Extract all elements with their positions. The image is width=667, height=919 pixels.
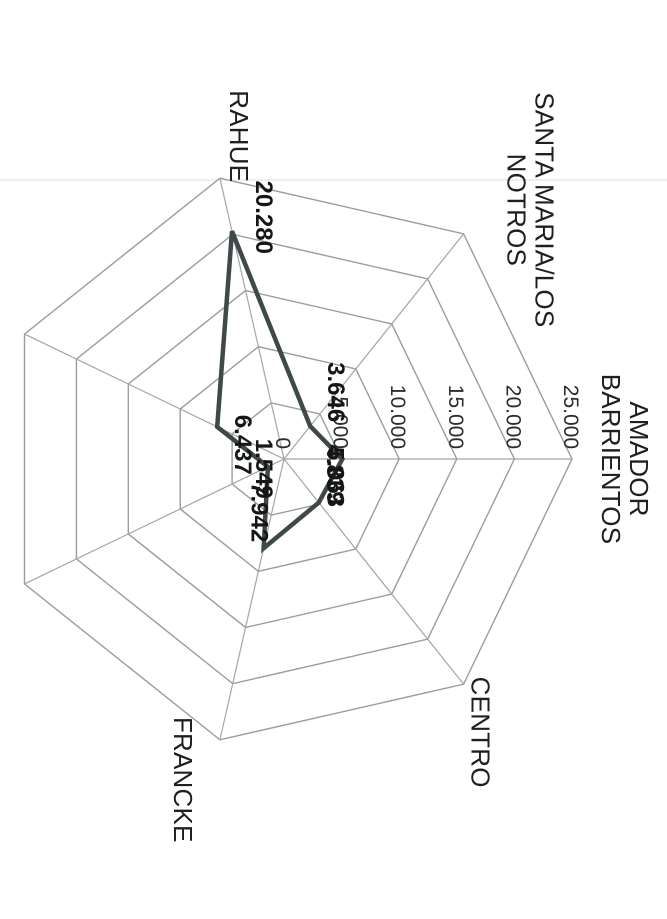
axis-spoke-3 — [24, 458, 285, 585]
category-labels: AMADORBARRIENTOS CENTRO FRANCKE KOLBE/PILAU… — [0, 90, 654, 842]
rotated-plot-group: 0 5.000 10.000 15.000 20.000 25.000 5.0634.83… — [0, 90, 654, 842]
data-label: 7.942 — [246, 482, 273, 542]
grid-ring-5 — [23, 177, 573, 741]
category-label: AMADORBARRIENTOS — [596, 374, 654, 545]
radar-grid — [23, 177, 573, 741]
radial-tick-label: 5.000 — [329, 396, 352, 449]
category-label-line: BARRIENTOS — [596, 374, 626, 545]
radial-tick-label: 0 — [271, 437, 294, 449]
axis-spoke-2 — [219, 458, 285, 740]
data-label: 5.063 — [321, 447, 348, 507]
radial-tick-label: 10.000 — [386, 385, 409, 449]
category-label-line: SANTA MARIA/LOS — [530, 92, 560, 327]
data-label: 1.549 — [250, 439, 277, 499]
axis-spoke-1 — [283, 458, 465, 685]
series-layer — [214, 230, 346, 554]
data-label: 3.646 — [322, 362, 349, 422]
data-label: 4.839 — [321, 445, 348, 505]
category-label-line: NOTROS — [502, 154, 532, 266]
radial-tick-label: 25.000 — [559, 385, 582, 449]
grid-ring-4 — [75, 233, 516, 685]
category-label: SANTA MARIA/LOSNOTROS — [502, 92, 560, 327]
radial-tick-labels: 0 5.000 10.000 15.000 20.000 25.000 — [271, 385, 582, 449]
category-label: FRANCKE — [168, 717, 198, 843]
category-label: CENTRO — [466, 677, 496, 788]
category-label: RAHUE — [224, 90, 254, 182]
data-label: 6.437 — [229, 415, 256, 475]
series-line — [214, 230, 346, 554]
axis-spoke-5 — [219, 178, 285, 460]
grid-ring-2 — [179, 345, 400, 573]
category-label-line: RAHUE — [224, 90, 254, 182]
radial-tick-label: 20.000 — [501, 385, 524, 449]
category-label-line: KOLBE/PILAUCO — [0, 477, 3, 688]
axis-spoke-6 — [283, 233, 465, 460]
category-label-line: CENTRO — [466, 677, 496, 788]
axis-spoke-4 — [24, 333, 285, 460]
radial-tick-label: 15.000 — [444, 385, 467, 449]
category-label: OVEJERIA — [0, 214, 5, 345]
grid-ring-3 — [127, 289, 458, 629]
category-label-line: FRANCKE — [168, 717, 198, 843]
category-label-line: AMADOR — [624, 401, 654, 516]
category-label: KOLBE/PILAUCO — [0, 477, 3, 688]
category-label-line: OVEJERIA — [0, 214, 5, 345]
data-label: 20.280 — [250, 181, 277, 254]
